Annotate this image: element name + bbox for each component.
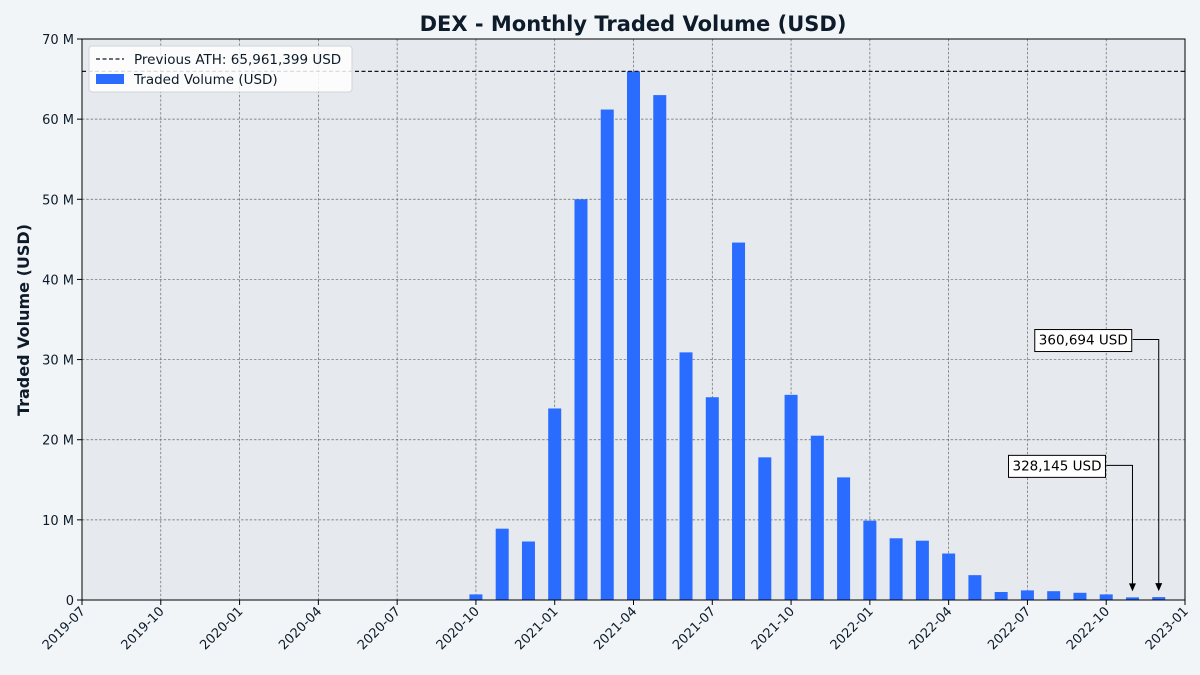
bar-annotation: 328,145 USD — [1008, 454, 1136, 592]
volume-bar — [889, 538, 903, 600]
y-axis: 0 10 M 20 M 30 M 40 M 50 M 60 M 70 M — [42, 33, 82, 609]
volume-bar — [915, 540, 929, 600]
volume-bar — [837, 477, 851, 600]
volume-bar — [679, 352, 693, 600]
x-tick-label: 2020-10 — [434, 604, 483, 653]
x-tick-label: 2021-07 — [670, 604, 719, 653]
x-tick-label: 2019-07 — [40, 604, 89, 653]
annotations-layer: 328,145 USD 360,694 USD — [1008, 329, 1163, 592]
y-tick-label: 0 — [66, 594, 74, 609]
volume-bar — [1020, 590, 1034, 600]
volume-bar — [574, 199, 588, 601]
annotation-label: 360,694 USD — [1039, 333, 1128, 349]
x-tick-label: 2022-07 — [985, 604, 1034, 653]
legend-ath-label: Previous ATH: 65,961,399 USD — [134, 52, 341, 68]
volume-bar — [1099, 594, 1113, 600]
x-tick-label: 2022-10 — [1064, 604, 1113, 653]
y-tick-label: 20 M — [42, 434, 74, 449]
legend-volume-label: Traded Volume (USD) — [133, 72, 278, 88]
y-tick-label: 60 M — [42, 113, 74, 128]
x-tick-label: 2021-04 — [591, 604, 640, 653]
bar-annotation: 360,694 USD — [1034, 329, 1163, 592]
x-tick-label: 2020-04 — [276, 604, 325, 653]
x-tick-label: 2019-10 — [119, 604, 168, 653]
annotation-box — [1034, 329, 1133, 353]
y-axis-label: Traded Volume (USD) — [14, 224, 33, 416]
legend: Previous ATH: 65,961,399 USD Traded Volu… — [88, 45, 353, 93]
volume-bar — [600, 109, 614, 601]
volume-bar — [1047, 591, 1061, 600]
volume-bar — [1152, 597, 1166, 600]
x-tick-label: 2020-01 — [197, 604, 246, 653]
volume-bar — [653, 95, 667, 600]
x-tick-label: 2021-10 — [749, 604, 798, 653]
volume-bar — [810, 435, 824, 600]
y-tick-label: 50 M — [42, 193, 74, 208]
y-tick-label: 10 M — [42, 514, 74, 529]
volume-bar — [548, 408, 562, 600]
volume-bar — [627, 71, 640, 600]
bars-layer — [469, 71, 1166, 601]
volume-bar — [784, 394, 798, 600]
annotation-box — [1008, 454, 1106, 478]
x-tick-label: 2020-07 — [355, 604, 404, 653]
volume-bar — [469, 594, 483, 600]
y-tick-label: 70 M — [42, 33, 74, 48]
x-axis: 2019-07 2019-10 2020-01 2020-04 2020-07 2020-… — [40, 600, 1192, 653]
volume-bar — [495, 528, 509, 600]
chart-title: DEX - Monthly Traded Volume (USD) — [420, 12, 847, 36]
volume-bar — [863, 520, 877, 600]
annotation-arrowhead — [1128, 583, 1136, 592]
y-tick-label: 40 M — [42, 273, 74, 288]
legend-volume-swatch — [96, 74, 124, 84]
volume-bar — [1073, 592, 1087, 600]
volume-bar — [942, 553, 956, 600]
annotation-label: 328,145 USD — [1013, 458, 1102, 474]
annotation-connector — [1106, 464, 1133, 586]
x-tick-label: 2021-01 — [513, 604, 562, 653]
volume-bar — [1125, 597, 1139, 600]
annotation-arrowhead — [1155, 583, 1163, 592]
legend-box — [88, 45, 353, 93]
x-tick-label: 2022-01 — [828, 604, 877, 653]
volume-bar — [758, 457, 772, 600]
y-tick-label: 30 M — [42, 354, 74, 369]
x-tick-label: 2022-04 — [906, 604, 955, 653]
annotation-connector — [1132, 339, 1160, 586]
volume-bar — [994, 591, 1008, 600]
volume-bar — [968, 575, 982, 600]
x-tick-label: 2023-01 — [1143, 604, 1192, 653]
volume-bar — [732, 242, 746, 600]
volume-bar — [521, 541, 535, 600]
volume-bar — [705, 397, 719, 600]
